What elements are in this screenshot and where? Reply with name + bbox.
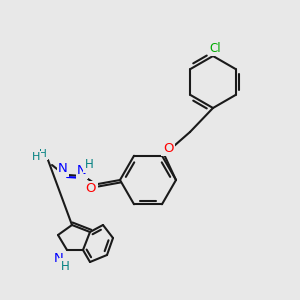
Text: N: N: [58, 163, 68, 176]
Text: Cl: Cl: [209, 41, 221, 55]
Text: H: H: [85, 158, 93, 172]
Text: N: N: [54, 251, 64, 265]
Text: O: O: [86, 182, 96, 196]
Text: H: H: [32, 152, 40, 162]
Text: O: O: [163, 142, 173, 154]
Text: H: H: [61, 260, 69, 272]
Text: H: H: [39, 149, 47, 159]
Text: N: N: [77, 164, 87, 178]
